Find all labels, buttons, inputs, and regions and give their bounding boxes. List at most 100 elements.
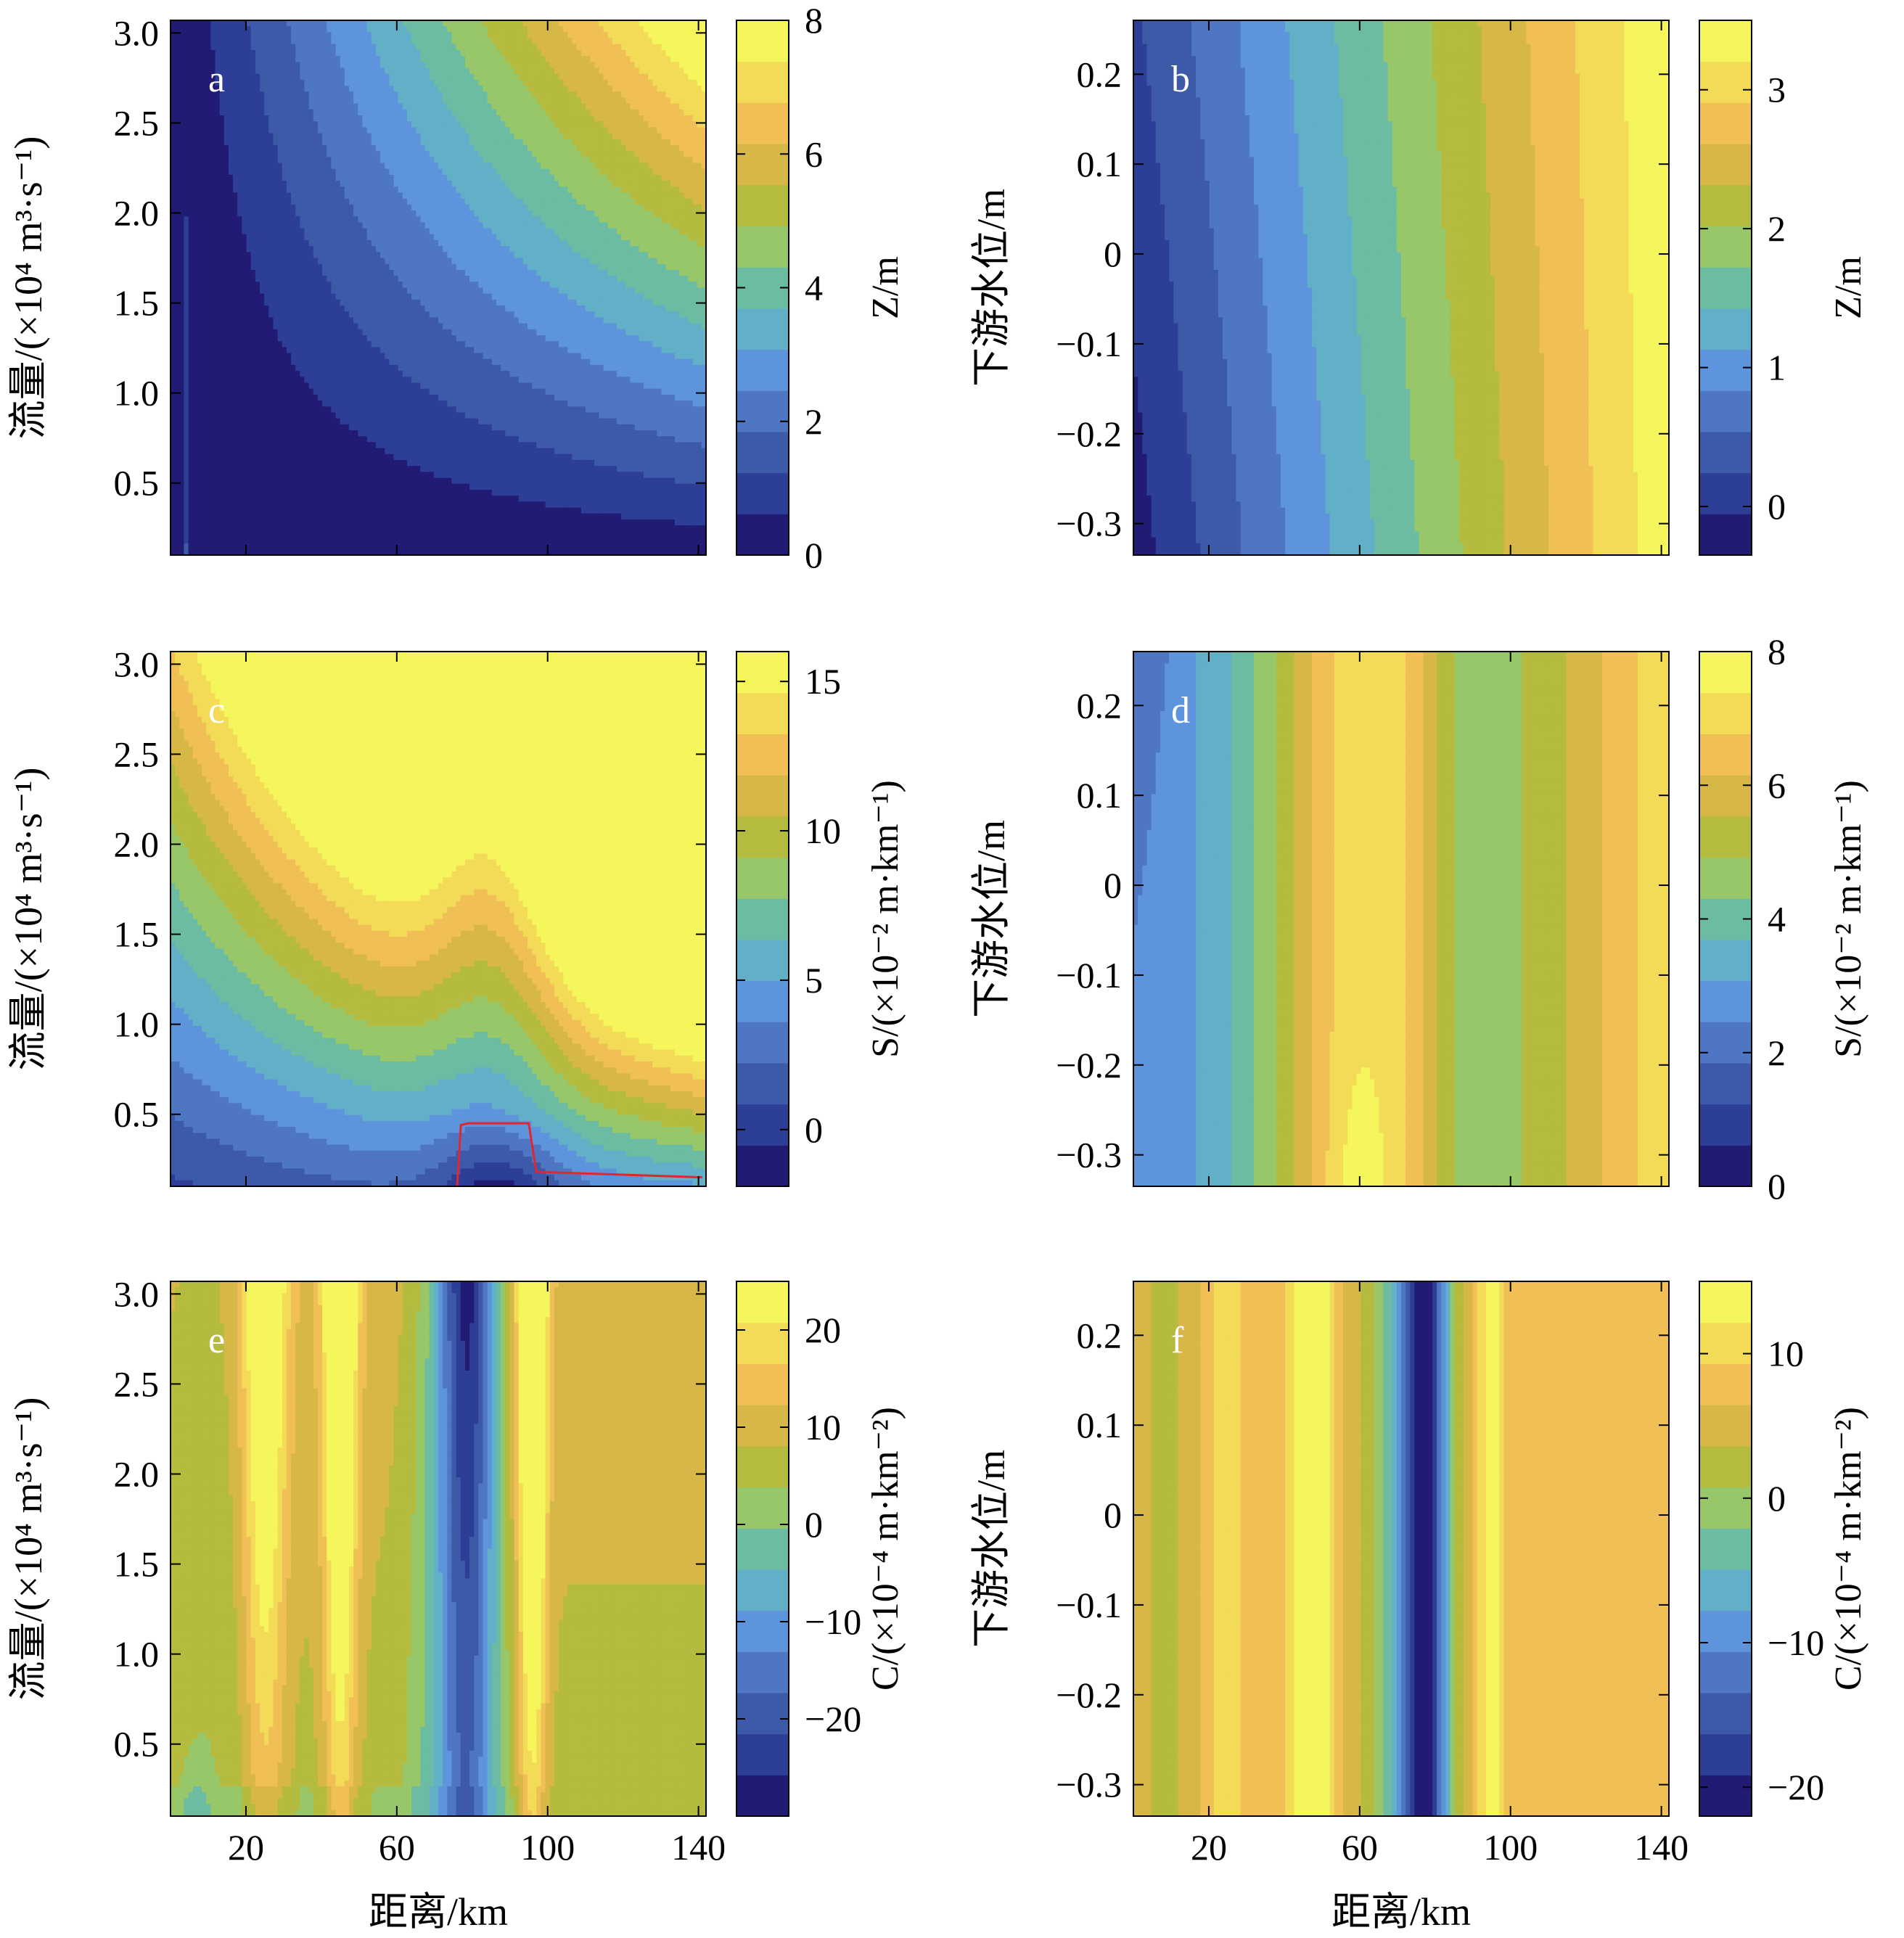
heatmap-cell	[612, 56, 617, 62]
heatmap-cell	[666, 127, 671, 134]
heatmap-cell	[608, 145, 613, 152]
heatmap-cell	[380, 205, 385, 211]
heatmap-cell	[514, 216, 520, 223]
heatmap-cell	[255, 56, 260, 62]
heatmap-cell	[247, 86, 252, 92]
heatmap-cell	[474, 127, 479, 134]
heatmap-cell	[528, 139, 533, 146]
heatmap-cell	[251, 134, 256, 140]
heatmap-cell	[327, 216, 332, 223]
heatmap-cell	[608, 163, 613, 170]
heatmap-cell	[345, 216, 350, 223]
heatmap-cell	[305, 192, 310, 199]
heatmap-cell	[425, 97, 430, 104]
heatmap-cell	[291, 74, 296, 81]
heatmap-cell	[567, 175, 573, 181]
heatmap-cell	[693, 38, 698, 45]
heatmap-cell	[519, 86, 524, 92]
heatmap-cell	[536, 145, 541, 152]
heatmap-cell	[523, 192, 528, 199]
heatmap-cell	[559, 252, 564, 258]
heatmap-cell	[210, 50, 216, 57]
heatmap-cell	[340, 80, 345, 86]
heatmap-cell	[233, 68, 238, 75]
heatmap-cell	[220, 20, 225, 27]
heatmap-cell	[697, 68, 702, 75]
heatmap-cell	[358, 38, 363, 45]
heatmap-cell	[528, 91, 533, 98]
heatmap-cell	[398, 240, 403, 247]
heatmap-cell	[291, 50, 296, 57]
heatmap-cell	[273, 240, 278, 247]
heatmap-cell	[523, 110, 528, 116]
heatmap-cell	[630, 157, 635, 163]
heatmap-cell	[389, 110, 394, 116]
heatmap-cell	[407, 199, 412, 205]
heatmap-cell	[318, 97, 323, 104]
heatmap-cell	[362, 216, 367, 223]
heatmap-cell	[398, 175, 403, 181]
heatmap-cell	[474, 26, 479, 33]
heatmap-cell	[300, 110, 305, 116]
heatmap-cell	[496, 62, 501, 68]
heatmap-cell	[617, 175, 622, 181]
heatmap-cell	[625, 134, 631, 140]
heatmap-cell	[662, 151, 667, 157]
heatmap-cell	[625, 157, 631, 163]
heatmap-cell	[451, 216, 456, 223]
heatmap-cell	[175, 80, 180, 86]
heatmap-cell	[688, 56, 693, 62]
heatmap-cell	[242, 210, 247, 217]
heatmap-cell	[447, 74, 452, 81]
heatmap-cell	[237, 199, 242, 205]
heatmap-cell	[327, 127, 332, 134]
heatmap-cell	[394, 38, 399, 45]
heatmap-cell	[652, 68, 657, 75]
heatmap-cell	[295, 145, 300, 152]
heatmap-cell	[652, 205, 657, 211]
heatmap-cell	[237, 192, 242, 199]
heatmap-cell	[224, 44, 229, 51]
heatmap-cell	[331, 222, 336, 229]
heatmap-cell	[657, 205, 662, 211]
heatmap-cell	[233, 20, 238, 27]
heatmap-cell	[652, 56, 657, 62]
heatmap-cell	[594, 234, 599, 241]
heatmap-cell	[451, 151, 456, 157]
heatmap-cell	[501, 68, 506, 75]
heatmap-cell	[340, 110, 345, 116]
heatmap-cell	[345, 68, 350, 75]
heatmap-cell	[505, 38, 510, 45]
heatmap-cell	[372, 175, 377, 181]
heatmap-cell	[411, 151, 416, 157]
heatmap-cell	[376, 110, 381, 116]
heatmap-cell	[295, 56, 300, 62]
heatmap-cell	[635, 110, 640, 116]
heatmap-cell	[532, 192, 537, 199]
heatmap-cell	[313, 86, 319, 92]
heatmap-cell	[291, 139, 296, 146]
heatmap-cell	[604, 205, 609, 211]
heatmap-cell	[268, 74, 274, 81]
heatmap-cell	[648, 157, 653, 163]
heatmap-cell	[353, 246, 358, 252]
heatmap-cell	[536, 181, 541, 187]
heatmap-cell	[193, 210, 198, 217]
heatmap-cell	[358, 20, 363, 27]
heatmap-cell	[411, 234, 416, 241]
heatmap-cell	[567, 192, 573, 199]
heatmap-cell	[420, 246, 425, 252]
heatmap-cell	[273, 110, 278, 116]
heatmap-cell	[528, 62, 533, 68]
heatmap-cell	[260, 80, 265, 86]
heatmap-cell	[403, 175, 408, 181]
heatmap-cell	[273, 139, 278, 146]
heatmap-cell	[247, 115, 252, 122]
heatmap-cell	[434, 97, 439, 104]
heatmap-cell	[340, 56, 345, 62]
heatmap-cell	[675, 68, 680, 75]
heatmap-cell	[505, 20, 510, 27]
heatmap-cell	[345, 181, 350, 187]
heatmap-cell	[666, 38, 671, 45]
heatmap-cell	[581, 104, 586, 110]
